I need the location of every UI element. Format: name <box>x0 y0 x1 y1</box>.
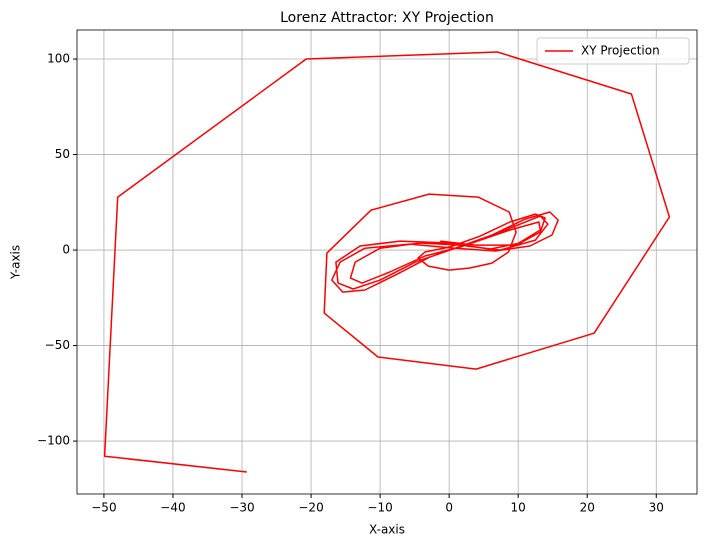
y-axis-label: Y-axis <box>9 245 23 280</box>
x-tick-label: 30 <box>649 501 664 515</box>
x-tick-label: 20 <box>580 501 595 515</box>
x-tick-label: 0 <box>445 501 453 515</box>
x-tick-label: 10 <box>511 501 526 515</box>
y-tick-label: 100 <box>47 52 70 66</box>
x-tick-label: −20 <box>298 501 323 515</box>
legend-label: XY Projection <box>581 44 660 58</box>
data-line <box>103 51 671 473</box>
chart-title: Lorenz Attractor: XY Projection <box>280 10 494 26</box>
x-tick-label: −40 <box>160 501 185 515</box>
y-tick-label: −50 <box>45 338 70 352</box>
x-axis-label: X-axis <box>369 523 405 537</box>
x-tick-label: −10 <box>367 501 392 515</box>
y-tick-label: 0 <box>62 243 70 257</box>
x-tick-label: −30 <box>229 501 254 515</box>
y-tick-label: −100 <box>37 434 70 448</box>
plot-frame <box>76 29 698 495</box>
y-tick-label: 50 <box>55 147 70 161</box>
x-tick-label: −50 <box>91 501 116 515</box>
legend-box <box>536 37 690 65</box>
